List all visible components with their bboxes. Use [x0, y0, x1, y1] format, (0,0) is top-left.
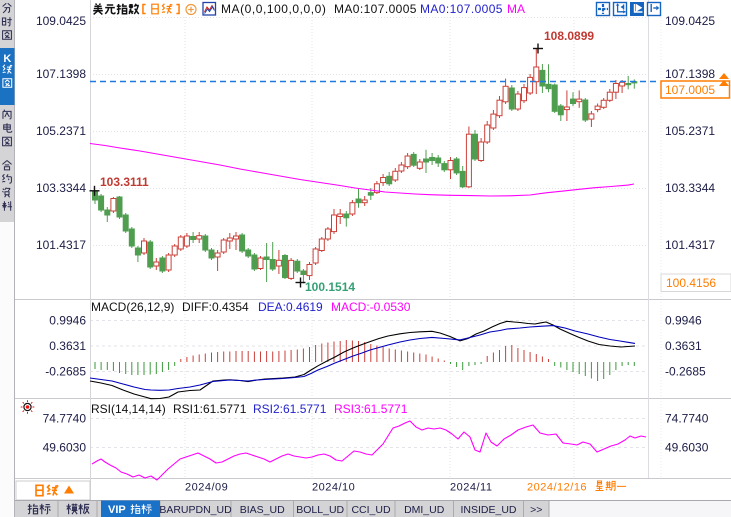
svg-text:103.3344: 103.3344 [665, 181, 715, 195]
svg-text:RSI3:61.5771: RSI3:61.5771 [334, 402, 408, 416]
svg-text:BIAS_UD: BIAS_UD [240, 504, 285, 516]
svg-text:2024/09: 2024/09 [185, 482, 228, 494]
svg-text:49.6030: 49.6030 [665, 441, 709, 455]
svg-text:>>: >> [530, 504, 542, 516]
svg-text:DEA:0.4619: DEA:0.4619 [258, 300, 323, 314]
svg-text:0.3631: 0.3631 [665, 339, 702, 353]
svg-text:0.9946: 0.9946 [665, 314, 702, 328]
svg-text:105.2371: 105.2371 [665, 124, 715, 138]
svg-text:MACD(26,12,9): MACD(26,12,9) [91, 300, 174, 314]
svg-text:INSIDE_UD: INSIDE_UD [460, 504, 516, 516]
svg-text:103.3111: 103.3111 [100, 175, 149, 189]
svg-text:RSI1:61.5771: RSI1:61.5771 [173, 402, 247, 416]
svg-text:VIP: VIP [108, 504, 126, 516]
svg-text:109.0425: 109.0425 [36, 14, 86, 28]
svg-text:0.9946: 0.9946 [49, 314, 86, 328]
svg-text:BOLL_UD: BOLL_UD [296, 504, 344, 516]
svg-text:-0.2685: -0.2685 [665, 365, 706, 379]
svg-text:0.3631: 0.3631 [49, 339, 86, 353]
svg-text:74.7740: 74.7740 [665, 412, 709, 426]
svg-text:109.0425: 109.0425 [665, 14, 715, 28]
svg-text:DMI_UD: DMI_UD [404, 504, 445, 516]
svg-text:DIFF:0.4354: DIFF:0.4354 [182, 300, 249, 314]
svg-text:MA0:107.0005: MA0:107.0005 [334, 2, 417, 16]
svg-text:RSI(14,14,14): RSI(14,14,14) [91, 402, 166, 416]
svg-text:103.3344: 103.3344 [36, 181, 86, 195]
svg-text:CCI_UD: CCI_UD [351, 504, 391, 516]
svg-text:107.1398: 107.1398 [36, 67, 86, 81]
svg-text:101.4317: 101.4317 [665, 238, 715, 252]
svg-text:105.2371: 105.2371 [36, 124, 86, 138]
svg-text:74.7740: 74.7740 [43, 412, 87, 426]
svg-text:-0.2685: -0.2685 [45, 365, 86, 379]
svg-text:K: K [3, 53, 11, 65]
svg-text:107.0005: 107.0005 [665, 83, 715, 97]
svg-text:49.6030: 49.6030 [43, 441, 87, 455]
svg-text:MA: MA [507, 2, 525, 16]
svg-text:2024/11: 2024/11 [450, 482, 492, 494]
svg-text:2024/10: 2024/10 [312, 482, 355, 494]
svg-text:RSI2:61.5771: RSI2:61.5771 [253, 402, 327, 416]
svg-text:BARUPDN_UD: BARUPDN_UD [159, 504, 232, 516]
svg-text:107.1398: 107.1398 [665, 67, 715, 81]
svg-text:MA(0,0,100,0,0,0): MA(0,0,100,0,0,0) [221, 2, 326, 16]
svg-text:MA0:107.0005: MA0:107.0005 [420, 2, 503, 16]
svg-text:2024/12/16: 2024/12/16 [527, 482, 587, 494]
svg-text:MACD:-0.0530: MACD:-0.0530 [331, 300, 411, 314]
svg-text:101.4317: 101.4317 [36, 238, 86, 252]
svg-text:108.0899: 108.0899 [544, 29, 594, 43]
svg-text:100.4156: 100.4156 [666, 276, 716, 290]
svg-text:100.1514: 100.1514 [305, 280, 355, 294]
